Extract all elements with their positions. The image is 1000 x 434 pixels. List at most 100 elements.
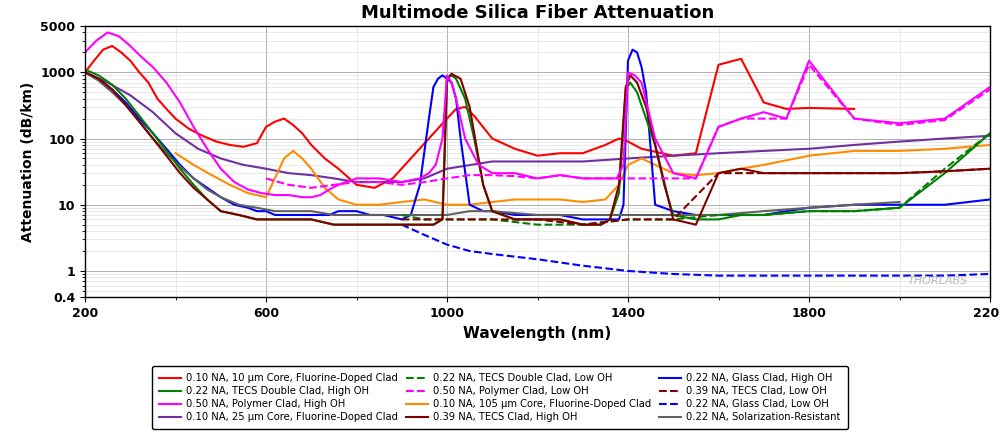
0.10 NA, 105 μm Core, Fluorine-Doped Clad (554, 197, 566, 202)
0.39 NA, TECS Clad, High OH (477, 182, 489, 187)
0.39 NA, TECS Clad, High OH (174, 171, 186, 176)
0.22 NA, TECS Double Clad, Low OH (848, 209, 860, 214)
0.39 NA, TECS Clad, High OH (803, 171, 815, 176)
0.10 NA, 10 μm Core, Fluorine-Doped Clad (369, 185, 381, 191)
0.39 NA, TECS Clad, High OH (640, 104, 652, 109)
0.10 NA, 105 μm Core, Fluorine-Doped Clad (599, 197, 611, 202)
0.22 NA, Solarization-Resistant (378, 212, 390, 217)
0.39 NA, TECS Clad, High OH (613, 182, 625, 187)
0.22 NA, Solarization-Resistant (894, 199, 906, 204)
Line: 0.10 NA, 10 μm Core, Fluorine-Doped Clad: 0.10 NA, 10 μm Core, Fluorine-Doped Clad (85, 46, 854, 188)
0.10 NA, 25 μm Core, Fluorine-Doped Clad (848, 142, 860, 148)
0.39 NA, TECS Clad, High OH (735, 166, 747, 171)
0.10 NA, 105 μm Core, Fluorine-Doped Clad (486, 199, 498, 204)
0.10 NA, 105 μm Core, Fluorine-Doped Clad (577, 199, 589, 204)
0.50 NA, Polymer Clad, Low OH (532, 176, 544, 181)
0.22 NA, Glass Clad, Low OH (396, 222, 408, 227)
0.39 NA, TECS Clad, High OH (147, 136, 159, 141)
0.50 NA, Polymer Clad, Low OH (690, 176, 702, 181)
0.22 NA, Solarization-Resistant (405, 212, 417, 217)
0.39 NA, TECS Clad, High OH (604, 217, 616, 222)
0.10 NA, 10 μm Core, Fluorine-Doped Clad (848, 106, 860, 112)
0.39 NA, TECS Clad, Low OH (577, 222, 589, 227)
0.10 NA, 105 μm Core, Fluorine-Doped Clad (287, 148, 299, 154)
0.22 NA, Solarization-Resistant (160, 151, 172, 156)
0.10 NA, 25 μm Core, Fluorine-Doped Clad (622, 156, 634, 161)
0.22 NA, Glass Clad, High OH (405, 212, 417, 217)
0.10 NA, 10 μm Core, Fluorine-Doped Clad (79, 70, 91, 75)
0.10 NA, 105 μm Core, Fluorine-Doped Clad (622, 162, 634, 168)
0.50 NA, Polymer Clad, Low OH (848, 116, 860, 121)
0.22 NA, Solarization-Resistant (464, 209, 476, 214)
0.22 NA, Solarization-Resistant (432, 212, 444, 217)
0.22 NA, Glass Clad, Low OH (464, 248, 476, 253)
Line: 0.22 NA, Glass Clad, Low OH: 0.22 NA, Glass Clad, Low OH (402, 225, 990, 276)
0.10 NA, 25 μm Core, Fluorine-Doped Clad (396, 180, 408, 185)
0.39 NA, TECS Clad, High OH (287, 217, 299, 222)
0.39 NA, TECS Clad, High OH (848, 171, 860, 176)
0.39 NA, TECS Clad, Low OH (418, 217, 430, 222)
Text: THORLABS: THORLABS (907, 276, 967, 286)
0.22 NA, Glass Clad, High OH (735, 212, 747, 217)
0.22 NA, TECS Double Clad, High OH (577, 222, 589, 227)
0.39 NA, TECS Clad, High OH (436, 217, 448, 222)
0.39 NA, TECS Clad, High OH (305, 217, 317, 222)
0.39 NA, TECS Clad, High OH (106, 87, 118, 92)
0.10 NA, 25 μm Core, Fluorine-Doped Clad (803, 146, 815, 151)
0.10 NA, 105 μm Core, Fluorine-Doped Clad (649, 162, 661, 168)
0.10 NA, 10 μm Core, Fluorine-Doped Clad (260, 124, 272, 129)
0.22 NA, Solarization-Resistant (174, 164, 186, 169)
0.39 NA, TECS Clad, High OH (328, 222, 340, 227)
0.22 NA, Solarization-Resistant (305, 209, 317, 214)
0.22 NA, Glass Clad, Low OH (667, 271, 679, 276)
0.39 NA, TECS Clad, High OH (712, 171, 724, 176)
0.22 NA, TECS Double Clad, Low OH (441, 217, 453, 222)
0.39 NA, TECS Clad, High OH (378, 222, 390, 227)
0.10 NA, 10 μm Core, Fluorine-Doped Clad (577, 151, 589, 156)
0.10 NA, 105 μm Core, Fluorine-Doped Clad (712, 171, 724, 176)
0.10 NA, 105 μm Core, Fluorine-Doped Clad (206, 173, 218, 178)
0.22 NA, Glass Clad, Low OH (712, 273, 724, 278)
0.22 NA, Glass Clad, Low OH (803, 273, 815, 278)
0.22 NA, TECS Double Clad, Low OH (532, 222, 544, 227)
0.39 NA, TECS Clad, High OH (160, 153, 172, 158)
0.22 NA, TECS Double Clad, Low OH (418, 217, 430, 222)
0.50 NA, Polymer Clad, Low OH (441, 176, 453, 181)
0.22 NA, Glass Clad, Low OH (758, 273, 770, 278)
0.39 NA, TECS Clad, Low OH (667, 217, 679, 222)
0.22 NA, Solarization-Resistant (133, 119, 145, 124)
0.39 NA, TECS Clad, High OH (201, 197, 213, 202)
0.10 NA, 105 μm Core, Fluorine-Doped Clad (690, 173, 702, 178)
0.39 NA, TECS Clad, High OH (758, 171, 770, 176)
0.50 NA, Polymer Clad, High OH (984, 84, 996, 89)
0.22 NA, Glass Clad, High OH (396, 217, 408, 222)
0.39 NA, TECS Clad, High OH (984, 166, 996, 171)
0.10 NA, 105 μm Core, Fluorine-Doped Clad (509, 197, 521, 202)
0.22 NA, Solarization-Resistant (215, 194, 227, 200)
0.22 NA, Glass Clad, Low OH (984, 271, 996, 276)
0.10 NA, 105 μm Core, Fluorine-Doped Clad (188, 162, 200, 168)
0.10 NA, 105 μm Core, Fluorine-Doped Clad (667, 171, 679, 176)
0.39 NA, TECS Clad, Low OH (803, 171, 815, 176)
0.10 NA, 25 μm Core, Fluorine-Doped Clad (712, 151, 724, 156)
0.39 NA, TECS Clad, High OH (93, 76, 105, 81)
0.50 NA, Polymer Clad, High OH (102, 30, 114, 35)
0.39 NA, TECS Clad, Low OH (441, 217, 453, 222)
0.22 NA, Glass Clad, High OH (305, 212, 317, 217)
0.39 NA, TECS Clad, High OH (405, 222, 417, 227)
0.39 NA, TECS Clad, High OH (233, 212, 245, 217)
0.39 NA, TECS Clad, Low OH (848, 171, 860, 176)
Line: 0.39 NA, TECS Clad, High OH: 0.39 NA, TECS Clad, High OH (85, 72, 990, 225)
0.22 NA, Solarization-Resistant (93, 78, 105, 83)
0.39 NA, TECS Clad, High OH (667, 217, 679, 222)
0.22 NA, Glass Clad, Low OH (939, 273, 951, 278)
0.50 NA, Polymer Clad, Low OH (758, 116, 770, 121)
0.50 NA, Polymer Clad, Low OH (350, 180, 362, 185)
Line: 0.39 NA, TECS Clad, Low OH: 0.39 NA, TECS Clad, Low OH (402, 169, 990, 225)
0.10 NA, 105 μm Core, Fluorine-Doped Clad (894, 148, 906, 154)
0.39 NA, TECS Clad, High OH (631, 80, 643, 85)
0.39 NA, TECS Clad, High OH (486, 209, 498, 214)
0.22 NA, TECS Double Clad, High OH (405, 222, 417, 227)
0.39 NA, TECS Clad, High OH (427, 222, 439, 227)
0.39 NA, TECS Clad, High OH (350, 222, 362, 227)
